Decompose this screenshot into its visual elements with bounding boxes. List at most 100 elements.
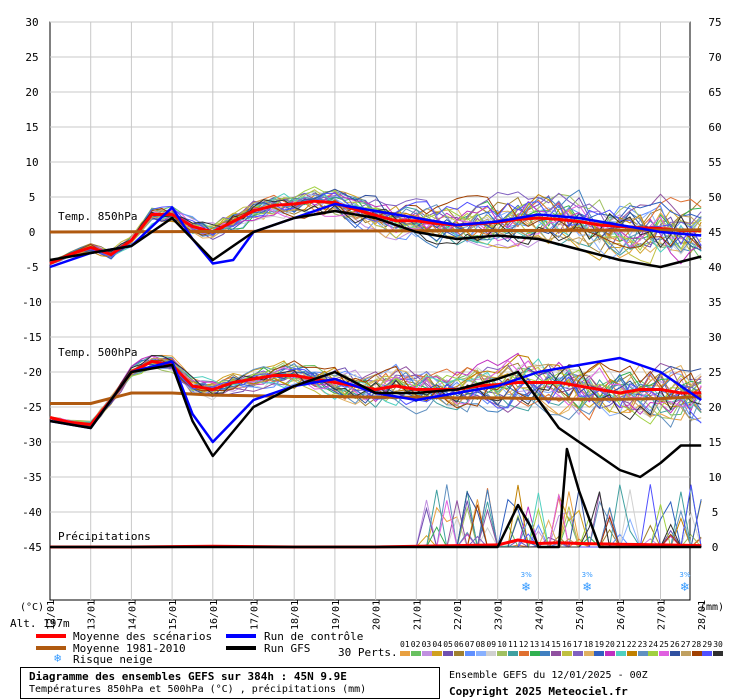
snow-risk-markers: 3%❄3%❄3%❄ — [521, 571, 691, 594]
pert-number: 20 — [605, 640, 615, 649]
left-tick-label: 0 — [29, 226, 36, 239]
left-tick-label: -30 — [22, 436, 42, 449]
legend-swatch-gfs — [226, 646, 256, 650]
legend-label-mean: Moyenne des scénarios — [73, 630, 213, 643]
snowflake-icon: ❄ — [680, 580, 690, 594]
pert-color-cell — [572, 651, 583, 656]
pert-number: 08 — [475, 640, 486, 649]
footer-subtitle: Températures 850hPa et 500hPa (°C) , pré… — [29, 684, 367, 695]
pert-number: 06 — [454, 640, 464, 649]
legend-label-climatology: Moyenne 1981-2010 — [73, 642, 186, 655]
x-tick-label: 13/01 — [87, 600, 98, 630]
right-tick-label: 40 — [708, 261, 721, 274]
pert-color-cell — [594, 651, 605, 656]
pert-color-cell — [529, 651, 540, 656]
pert-number: 07 — [464, 640, 475, 649]
left-tick-label: -15 — [22, 331, 42, 344]
right-tick-label: 55 — [708, 156, 721, 169]
series-line — [49, 363, 702, 479]
pert-number: 30 — [713, 640, 723, 649]
perts-label: 30 Perts. — [338, 646, 398, 659]
pert-color-cell — [443, 651, 454, 656]
series-line — [50, 447, 702, 549]
left-tick-label: -25 — [22, 401, 42, 414]
right-tick-label: 5 — [712, 506, 719, 519]
left-tick-label: -5 — [25, 261, 38, 274]
pert-number: 21 — [616, 640, 626, 649]
left-tick-label: -20 — [22, 366, 42, 379]
pert-number: 12 — [518, 640, 529, 649]
pert-color-cell — [659, 651, 670, 656]
right-tick-label: 65 — [708, 86, 721, 99]
pert-color-cell — [616, 651, 626, 656]
pert-color-cell — [551, 651, 562, 656]
pert-number: 10 — [497, 640, 507, 649]
pert-number: 18 — [583, 640, 594, 649]
series-line — [49, 360, 702, 426]
pert-color-cell — [680, 651, 691, 656]
series-line — [50, 391, 702, 405]
pert-color-cell — [670, 651, 680, 656]
pert-number: 17 — [572, 640, 583, 649]
series-line — [49, 202, 702, 269]
footer-run-info: Ensemble GEFS du 12/01/2025 - 00Z — [449, 670, 648, 681]
x-tick-label: 26/01 — [616, 600, 627, 630]
right-unit-label: (mm) — [700, 602, 724, 613]
pert-color-cell — [421, 651, 432, 656]
pert-color-cell — [605, 651, 616, 656]
pert-number: 16 — [562, 640, 572, 649]
pert-number: 13 — [529, 640, 540, 649]
footer-copyright: Copyright 2025 Meteociel.fr — [449, 685, 628, 698]
left-tick-label: -35 — [22, 471, 42, 484]
pert-color-cell — [475, 651, 486, 656]
right-tick-label: 60 — [708, 121, 721, 134]
pert-color-cell — [713, 651, 724, 656]
pert-color-cell — [702, 651, 713, 656]
x-tick-label: 16/01 — [209, 600, 220, 630]
pert-color-cell — [400, 651, 410, 656]
pert-number: 05 — [443, 640, 453, 649]
pert-color-cell — [486, 651, 497, 656]
pert-color-cell — [497, 651, 508, 656]
x-tick-label: 23/01 — [494, 600, 505, 630]
x-tick-label: 12/01 — [46, 600, 57, 630]
right-tick-label: 45 — [708, 226, 721, 239]
pert-number: 22 — [626, 640, 637, 649]
series-line — [49, 199, 702, 265]
right-tick-label: 15 — [708, 436, 721, 449]
pert-color-cell — [540, 651, 551, 656]
pert-number: 02 — [410, 640, 421, 649]
right-tick-label: 75 — [708, 16, 721, 29]
legend-swatch-control — [226, 634, 256, 638]
pert-number: 11 — [508, 640, 518, 649]
pert-number: 14 — [540, 640, 551, 649]
ensemble-member-line — [49, 192, 702, 265]
right-tick-label: 10 — [708, 471, 721, 484]
right-tick-label: 35 — [708, 296, 721, 309]
ensemble-member-line — [49, 199, 702, 264]
pert-number: 28 — [691, 640, 702, 649]
x-tick-label: 27/01 — [657, 600, 668, 630]
x-tick-label: 21/01 — [412, 600, 423, 630]
legend-swatch-climatology — [36, 646, 66, 650]
pert-number: 25 — [659, 640, 669, 649]
pert-number: 03 — [421, 640, 432, 649]
left-tick-label: 25 — [25, 51, 38, 64]
x-tick-label: 15/01 — [168, 600, 179, 630]
snowflake-icon: ❄ — [54, 651, 62, 665]
legend-label-gfs: Run GFS — [264, 642, 311, 655]
left-tick-label: -10 — [22, 296, 42, 309]
pert-color-cell — [454, 651, 464, 656]
right-tick-label: 20 — [708, 401, 721, 414]
pert-number: 01 — [400, 640, 410, 649]
pert-number: 04 — [432, 640, 443, 649]
left-tick-label: 10 — [25, 156, 38, 169]
pert-color-cell — [410, 651, 421, 656]
x-tick-label: 14/01 — [127, 600, 138, 630]
left-tick-label: 30 — [25, 16, 38, 29]
pert-number: 27 — [680, 640, 691, 649]
snow-risk-label: 3% — [582, 571, 593, 579]
plot-area — [49, 21, 691, 601]
left-tick-label: 5 — [29, 191, 36, 204]
